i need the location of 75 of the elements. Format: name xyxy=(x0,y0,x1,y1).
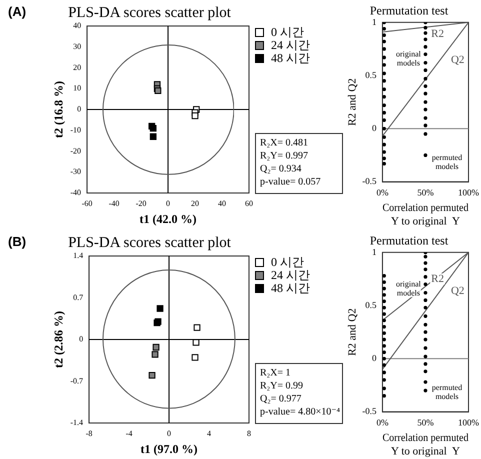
x-tick-label: 0% xyxy=(376,418,389,428)
y-tick-label: 40 xyxy=(73,21,82,30)
y-axis-title: t2 (16.8 %) xyxy=(51,81,66,138)
text: p-value= 0.057 xyxy=(260,176,321,188)
chart-title: Permutation test xyxy=(370,233,449,248)
x-tick-label: -4 xyxy=(126,428,132,438)
y-tick-label: 10 xyxy=(73,84,82,93)
y-tick-label: 0 xyxy=(77,104,82,114)
y-tick-label: 0 xyxy=(372,123,377,134)
x-tick-label: 50% xyxy=(417,188,434,198)
x-tick-label: -8 xyxy=(86,428,92,438)
chart-title: PLS-DA scores scatter plot xyxy=(68,234,232,251)
text: R₂Y= 0.997 xyxy=(260,150,308,162)
legend-label: 48 시간 xyxy=(271,51,310,66)
x-tick-label: 0% xyxy=(376,188,389,198)
legend-label: 48 시간 xyxy=(271,281,310,296)
text: (B) xyxy=(8,234,26,250)
series-label: R2 xyxy=(431,28,444,40)
y-axis-title: t2 (2.86 %) xyxy=(51,311,66,368)
y-tick-label: -1.4 xyxy=(70,418,84,428)
series-label: R2 xyxy=(431,272,444,285)
y-tick-label: 30 xyxy=(73,42,82,51)
y-tick-label: 0.5 xyxy=(365,70,377,80)
chart-title: Permutation test xyxy=(370,3,449,18)
x-tick-label: 20 xyxy=(191,198,200,208)
x-axis-title: t1 (97.0 %) xyxy=(140,442,198,456)
text: (A) xyxy=(8,4,26,20)
y-tick-label: -0.5 xyxy=(362,406,377,416)
x-tick-label: 40 xyxy=(218,198,226,208)
annotation: original models xyxy=(396,49,422,68)
y-tick-label: -20 xyxy=(70,146,82,156)
legend-label: 24 시간 xyxy=(271,38,310,52)
x-tick-label: 60 xyxy=(245,198,253,208)
text: Q₂= 0.977 xyxy=(260,394,302,405)
x-axis-title: Correlation permuted Y to original Y xyxy=(382,432,470,458)
text: R₂Y= 0.99 xyxy=(260,380,304,392)
y-tick-label: 1 xyxy=(372,16,376,27)
y-tick-label: 1 xyxy=(372,246,376,257)
legend-label: 0 시간 xyxy=(271,255,304,270)
text: Q₂= 0.934 xyxy=(260,164,302,175)
x-tick-label: -20 xyxy=(136,198,146,208)
y-tick-label: -10 xyxy=(70,125,82,134)
annotation: original models xyxy=(396,279,422,298)
y-axis-title: R2 and Q2 xyxy=(346,78,358,126)
x-tick-label: 0 xyxy=(167,428,172,438)
x-tick-label: 8 xyxy=(247,428,251,438)
x-tick-label: -60 xyxy=(82,198,92,208)
text: R₂X= 1 xyxy=(260,368,291,379)
y-tick-label: -0.5 xyxy=(362,176,377,186)
series-label: Q2 xyxy=(450,285,464,298)
x-tick-label: 0 xyxy=(166,198,170,208)
annotation: permuted models xyxy=(432,152,462,171)
text: R₂X= 0.481 xyxy=(260,138,308,149)
x-tick-label: 100% xyxy=(458,418,480,428)
y-axis-title: R2 and Q2 xyxy=(346,308,358,356)
x-axis-title: Correlation permuted Y to original Y xyxy=(382,202,470,228)
legend-label: 0 시간 xyxy=(271,25,304,40)
y-tick-label: 0 xyxy=(79,334,84,344)
y-tick-label: 0.7 xyxy=(73,292,84,302)
series-label: Q2 xyxy=(450,54,464,66)
chart-title: PLS-DA scores scatter plot xyxy=(68,4,232,21)
y-tick-label: -30 xyxy=(70,167,82,176)
y-tick-label: 1.4 xyxy=(73,251,84,260)
legend-label: 24 시간 xyxy=(271,268,310,282)
x-tick-label: 4 xyxy=(207,428,212,438)
y-tick-label: -0.7 xyxy=(70,376,84,386)
text: p-value= 4.80×10⁻⁴ xyxy=(260,406,341,418)
x-tick-label: 50% xyxy=(417,418,434,428)
y-tick-label: 0 xyxy=(372,353,377,364)
y-tick-label: 0.5 xyxy=(365,300,377,310)
annotation: permuted models xyxy=(432,382,462,401)
x-tick-label: -40 xyxy=(108,198,120,208)
x-tick-label: 100% xyxy=(458,188,480,198)
x-axis-title: t1 (42.0 %) xyxy=(140,212,197,226)
y-tick-label: 20 xyxy=(73,62,82,72)
